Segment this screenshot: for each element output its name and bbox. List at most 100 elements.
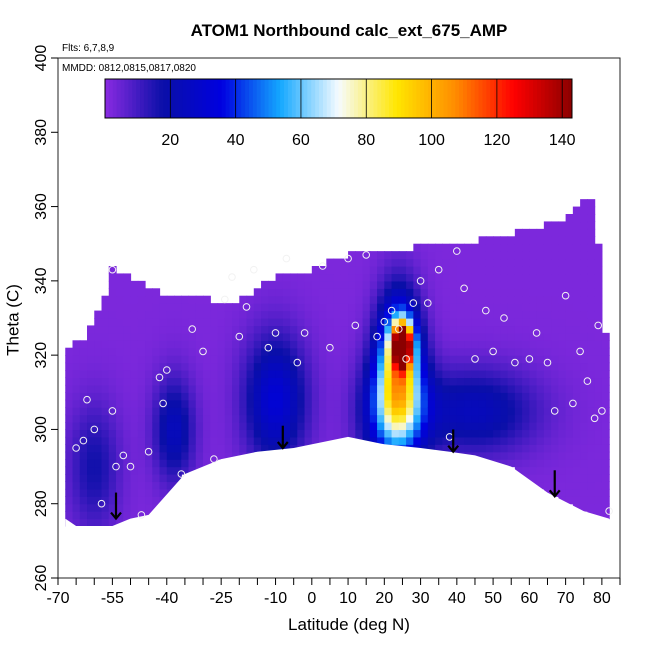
colorbar-swatch — [287, 79, 293, 118]
heat-cell — [369, 429, 378, 438]
heat-cell — [529, 362, 538, 371]
heat-cell — [594, 280, 603, 289]
heat-cell — [297, 295, 306, 304]
heat-cell — [72, 436, 81, 445]
heat-cell — [420, 355, 429, 364]
heat-cell — [232, 429, 240, 438]
heat-cell — [456, 414, 465, 423]
colorbar-swatch — [501, 79, 507, 118]
heat-cell — [536, 310, 545, 319]
heat-cell — [500, 280, 509, 289]
heat-cell — [217, 384, 226, 393]
heat-cell — [195, 310, 204, 319]
colorbar-swatch — [268, 79, 273, 118]
heat-cell — [427, 303, 436, 312]
heat-cell — [65, 370, 74, 379]
heat-cell — [572, 273, 581, 282]
heat-cell — [268, 303, 277, 312]
heat-cell — [355, 280, 364, 289]
heat-cell — [181, 318, 190, 327]
heat-cell — [188, 295, 197, 304]
heat-cell — [377, 377, 385, 386]
heat-cell — [391, 429, 400, 438]
heat-cell — [159, 474, 168, 483]
heat-cell — [304, 422, 313, 431]
heat-cell — [94, 347, 103, 356]
observation-point — [598, 407, 606, 415]
heat-cell — [203, 444, 211, 453]
heat-cell — [536, 362, 545, 371]
heat-cell — [522, 273, 530, 282]
heat-cell — [304, 303, 313, 312]
heat-cell — [108, 310, 117, 319]
heat-cell — [217, 362, 226, 371]
heat-cell — [210, 347, 219, 356]
heat-cell — [87, 474, 95, 483]
heat-cell — [522, 280, 530, 289]
heat-cell — [551, 444, 559, 453]
heat-cell — [464, 332, 472, 341]
heat-cell — [543, 451, 552, 460]
heat-cell — [166, 422, 175, 431]
heat-cell — [485, 340, 494, 349]
heat-cell — [87, 325, 95, 334]
heat-cell — [188, 414, 197, 423]
heat-cell — [580, 474, 588, 483]
heat-cell — [522, 392, 530, 401]
heat-cell — [391, 310, 400, 319]
heat-cell — [464, 370, 472, 379]
heat-cell — [152, 340, 161, 349]
heat-cell — [174, 474, 182, 483]
heat-cell — [181, 429, 190, 438]
heat-cell — [522, 288, 530, 297]
colorbar-tick-label: 40 — [227, 132, 245, 149]
x-tick-label: 80 — [593, 590, 611, 607]
heat-cell — [500, 318, 509, 327]
heat-cell — [384, 288, 393, 297]
heat-cell — [311, 325, 320, 334]
colorbar-swatch — [564, 79, 569, 118]
heat-cell — [507, 407, 516, 416]
heat-cell — [304, 384, 313, 393]
heat-cell — [427, 422, 436, 431]
heat-cell — [456, 436, 465, 445]
heat-cell — [348, 340, 356, 349]
heat-cell — [514, 422, 523, 431]
heat-cell — [65, 474, 74, 483]
heat-cell — [601, 436, 610, 445]
heat-cell — [152, 325, 161, 334]
heat-cell — [253, 310, 262, 319]
heat-cell — [166, 399, 175, 408]
heat-cell — [145, 422, 153, 431]
heat-cell — [384, 325, 393, 334]
heat-cell — [529, 332, 538, 341]
heat-cell — [369, 392, 378, 401]
heat-cell — [326, 318, 335, 327]
heat-cell — [282, 362, 291, 371]
heat-cell — [565, 422, 574, 431]
heat-cell — [413, 325, 422, 334]
heat-cell — [116, 488, 124, 497]
colorbar-swatch — [529, 79, 534, 118]
heat-cell — [522, 399, 530, 408]
heat-cell — [275, 355, 284, 364]
heat-cell — [435, 444, 443, 453]
down-arrow-icon — [447, 429, 460, 454]
heat-cell — [137, 332, 146, 341]
heat-cell — [478, 384, 487, 393]
heat-cell — [239, 332, 248, 341]
heat-cell — [87, 377, 95, 386]
heat-cell — [246, 303, 255, 312]
heat-cell — [116, 481, 124, 490]
heat-cell — [369, 355, 378, 364]
heat-cell — [565, 258, 574, 267]
heat-cell — [304, 325, 313, 334]
heat-cell — [478, 444, 487, 453]
heat-cell — [108, 325, 117, 334]
heat-cell — [522, 340, 530, 349]
heat-cell — [507, 332, 516, 341]
heat-cell — [188, 377, 197, 386]
colorbar-swatch — [416, 79, 421, 118]
heat-cell — [137, 295, 146, 304]
heat-cell — [159, 347, 168, 356]
